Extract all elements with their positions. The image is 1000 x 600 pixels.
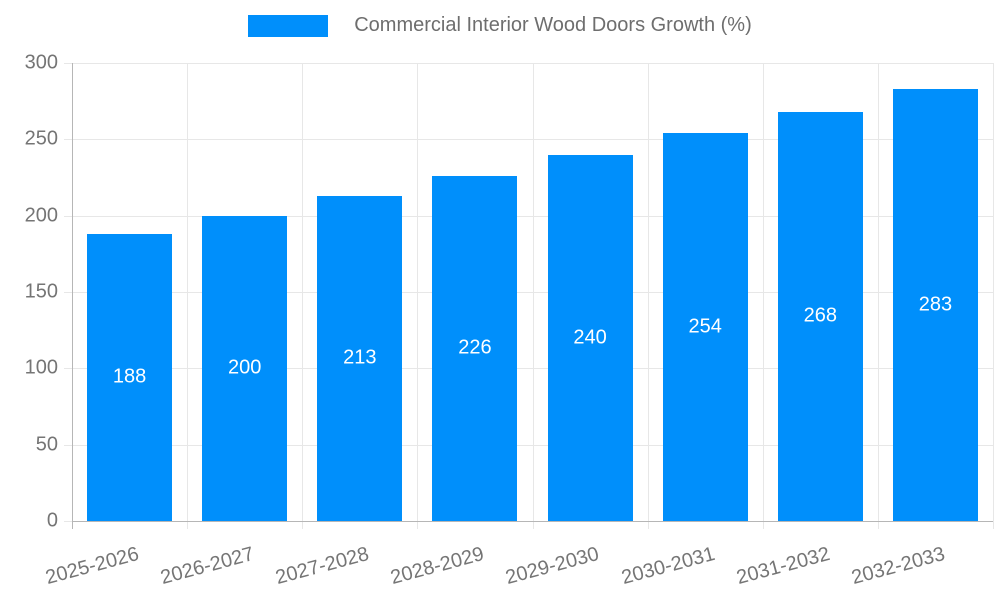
bar[interactable] [87,233,173,521]
h-gridline [64,215,993,217]
bar-value-label: 268 [803,304,837,327]
v-gridline [993,63,994,529]
x-axis-line [72,521,993,522]
x-tick-label: 2030-2031 [618,543,717,590]
legend-swatch [248,14,329,37]
bar[interactable] [317,195,403,521]
h-gridline [64,444,993,446]
y-axis-line [72,63,73,529]
v-gridline [532,63,534,529]
y-tick-label: 150 [24,280,58,303]
bar-value-label: 254 [688,315,722,338]
bar-value-label: 188 [112,365,147,388]
y-tick-label: 0 [46,509,58,532]
y-tick-label: 100 [24,356,58,379]
x-tick-label: 2026-2027 [158,543,257,590]
bar[interactable] [892,88,978,521]
v-gridline [647,63,649,529]
x-tick-label: 2025-2026 [43,543,142,590]
v-gridline [877,63,879,529]
bar[interactable] [202,215,288,521]
bar-value-label: 283 [918,293,953,316]
x-tick-label: 2029-2030 [503,543,602,590]
v-gridline [302,63,304,529]
h-gridline [64,292,993,293]
v-gridline [417,63,419,529]
bar-value-label: 226 [458,336,492,359]
bar[interactable] [432,175,518,521]
bar[interactable] [662,133,748,521]
y-tick-label: 300 [24,51,58,74]
x-tick-label: 2031-2032 [733,543,833,590]
bar-value-label: 240 [573,326,607,349]
bar[interactable] [777,111,863,521]
v-gridline [187,63,189,529]
h-gridline [64,368,993,370]
bar[interactable] [547,154,633,521]
bar-value-label: 213 [343,346,377,369]
h-gridline [64,139,993,141]
x-tick-label: 2028-2029 [388,543,487,590]
legend-label: Commercial Interior Wood Doors Growth (%… [354,14,752,36]
legend[interactable]: Commercial Interior Wood Doors Growth (%… [0,14,1000,37]
v-gridline [762,63,764,529]
y-tick-label: 250 [24,127,58,150]
y-tick-label: 200 [24,204,58,227]
x-tick-label: 2032-2033 [849,543,948,590]
x-tick-label: 2027-2028 [273,543,372,590]
h-gridline [64,521,72,522]
bar-value-label: 200 [228,356,262,379]
h-gridline [64,63,993,64]
y-tick-label: 50 [35,433,58,456]
